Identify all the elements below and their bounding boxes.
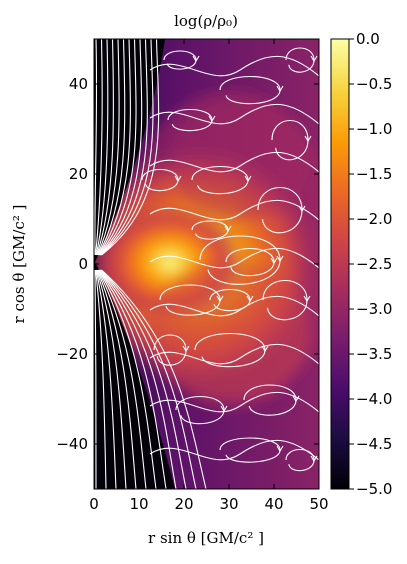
polar-funnel-dark: [94, 39, 175, 489]
streamline-flow: [149, 343, 319, 365]
field-line-lower: [100, 269, 197, 489]
field-line-upper: [101, 39, 160, 256]
streamline-arrow: [310, 55, 318, 63]
colorbar-tick-label: −1.0: [356, 120, 392, 138]
streamline-arrow: [270, 257, 278, 265]
field-line-upper: [94, 39, 98, 256]
field-line-upper: [100, 39, 148, 256]
colorbar-ticks: 0.0 −0.5 −1.0 −1.5 −2.0 −2.5 −3.0 −3.5 −4.0 −4.5 −…: [349, 30, 392, 498]
streamline-flow: [149, 151, 319, 173]
field-line-lower: [101, 269, 207, 489]
streamline-flow: [149, 439, 319, 461]
y-axis: −40 −20 0 20 40: [56, 75, 319, 453]
colorbar-tick-label: −2.0: [356, 210, 392, 228]
streamlines: [94, 39, 319, 489]
x-tick-label: 40: [264, 495, 283, 513]
field-line-upper: [95, 39, 103, 256]
colorbar-tick-label: 0.0: [356, 30, 380, 48]
streamline-arrow: [298, 205, 306, 213]
y-tick-label: 0: [78, 255, 88, 273]
field-line-lower: [98, 269, 167, 489]
colorbar-tick-label: −4.0: [356, 390, 392, 408]
field-line-upper: [96, 39, 120, 256]
colorbar-tick-label: −3.5: [356, 345, 392, 363]
streamline-flow: [149, 103, 319, 125]
chart-title: log(ρ/ρ₀): [174, 12, 238, 30]
field-line-upper: [98, 39, 137, 256]
streamline-arrow: [216, 295, 224, 303]
field-line-upper: [96, 39, 115, 256]
streamline-arrow: [276, 85, 284, 93]
streamline-flow: [149, 247, 319, 269]
y-tick-label: −40: [56, 435, 88, 453]
streamline-flow: [149, 55, 319, 77]
x-axis: 0 10 20 30 40 50: [89, 39, 329, 513]
streamline-flow: [149, 391, 319, 413]
streamline-flow: [149, 295, 319, 317]
x-axis-label: r sin θ [GM/c² ]: [148, 529, 264, 547]
field-line-lower: [96, 269, 137, 489]
x-tick-label: 30: [219, 495, 238, 513]
y-tick-label: 40: [69, 75, 88, 93]
streamline-arrow: [303, 295, 311, 303]
streamline-arrow: [244, 175, 252, 183]
field-line-lower: [95, 269, 117, 489]
streamline-arrow: [246, 295, 254, 303]
x-tick-label: 50: [309, 495, 328, 513]
y-tick-label: −20: [56, 345, 88, 363]
streamline-flow: [149, 199, 319, 221]
streamline-arrow: [182, 345, 190, 353]
field-line-upper: [98, 39, 131, 256]
y-axis-label: r cos θ [GM/c² ]: [10, 205, 28, 324]
field-line-lower: [98, 269, 157, 489]
streamline-arrow: [220, 405, 228, 413]
streamline-arrow: [174, 175, 182, 183]
streamline-arrow: [276, 255, 284, 263]
colorbar: [330, 38, 350, 490]
field-line-upper: [99, 39, 143, 256]
streamline-arrow: [192, 55, 200, 63]
field-line-lower: [94, 269, 97, 489]
streamline-arrow: [261, 345, 269, 353]
colorbar-tick-label: −0.5: [356, 75, 392, 93]
colorbar-tick-label: −2.5: [356, 255, 392, 273]
streamline-arrow: [304, 135, 312, 143]
field-line-lower: [95, 269, 107, 489]
density-field: [94, 90, 319, 410]
field-line-lower: [99, 269, 177, 489]
x-tick-label: 10: [129, 495, 148, 513]
colorbar-tick-label: −3.0: [356, 300, 392, 318]
colorbar-tick-label: −4.5: [356, 435, 392, 453]
streamline-arrow: [208, 115, 216, 123]
field-line-lower: [99, 269, 187, 489]
field-line-upper: [95, 39, 109, 256]
field-line-lower: [97, 269, 147, 489]
field-line-upper: [97, 39, 126, 256]
streamline-arrow: [276, 445, 284, 453]
x-tick-label: 20: [174, 495, 193, 513]
field-line-lower: [96, 269, 127, 489]
colorbar-tick-label: −5.0: [356, 480, 392, 498]
y-tick-label: 20: [69, 165, 88, 183]
colorbar-tick-label: −1.5: [356, 165, 392, 183]
plot-area: [94, 39, 319, 489]
streamline-arrow: [224, 225, 232, 233]
x-tick-label: 0: [89, 495, 99, 513]
